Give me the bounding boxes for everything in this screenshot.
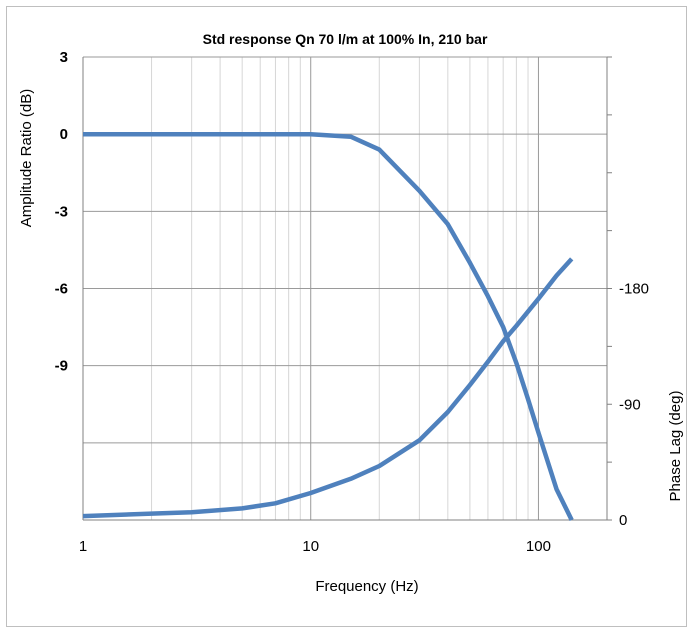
series-lines: [82, 131, 574, 521]
x-tick-label: 1: [79, 538, 87, 555]
chart-title: Std response Qn 70 l/m at 100% In, 210 b…: [203, 31, 488, 47]
y2-tick-label: -90: [619, 396, 641, 413]
y-axis-title: Amplitude Ratio (dB): [18, 89, 35, 227]
tick-labels: 1 10 100 3 0 -3 -6 -9 -180 -90 0: [55, 49, 649, 555]
y-tick-label: -6: [55, 281, 68, 298]
y2-axis-title: Phase Lag (deg): [667, 391, 684, 502]
phase-lag-line: [82, 257, 574, 519]
x-axis-title: Frequency (Hz): [315, 578, 418, 595]
amplitude-ratio-line: [83, 131, 574, 521]
y2-tick-label: -180: [619, 281, 649, 298]
y-tick-label: 3: [60, 49, 68, 66]
x-tick-label: 100: [526, 538, 551, 555]
y2-tick-label: 0: [619, 512, 627, 529]
x-tick-label: 10: [302, 538, 319, 555]
y-tick-label: 0: [60, 126, 68, 143]
y-tick-label: -9: [55, 358, 68, 375]
y-tick-label: -3: [55, 203, 68, 220]
